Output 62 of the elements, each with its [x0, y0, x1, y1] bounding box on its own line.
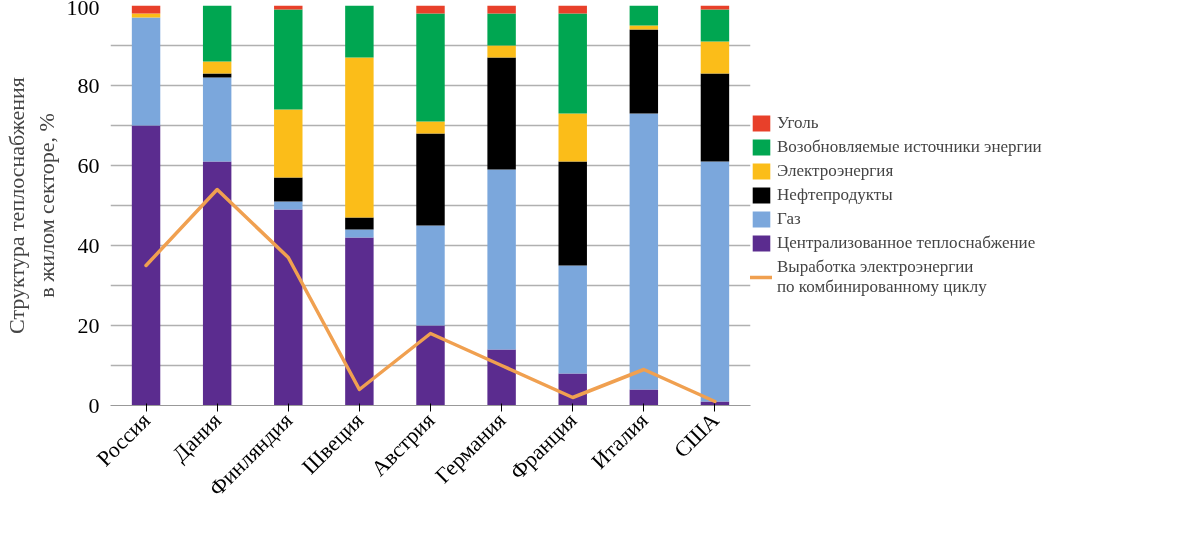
- bar: [700, 41, 730, 74]
- bar: [416, 121, 445, 134]
- bar: [345, 57, 374, 218]
- y-axis-title: Структура теплоснабжения в жилом секторе, %: [3, 77, 59, 334]
- bar: [487, 5, 516, 14]
- bar: [558, 13, 587, 114]
- y-tick-label: 100: [66, 0, 100, 20]
- bar: [629, 113, 659, 390]
- bar: [202, 5, 232, 62]
- legend-label: Уголь: [777, 113, 819, 133]
- bar: [202, 77, 232, 162]
- bar: [345, 229, 374, 238]
- legend-label: Возобновляемые источники энергии: [777, 137, 1042, 157]
- bar: [629, 389, 659, 406]
- y-tick-label: 60: [77, 152, 100, 178]
- bar: [629, 25, 659, 30]
- bar: [700, 161, 730, 402]
- bar: [629, 29, 659, 114]
- bar: [700, 9, 730, 42]
- bar: [558, 113, 587, 162]
- bar: [131, 17, 161, 126]
- y-tick-label: 0: [88, 392, 100, 418]
- bar: [131, 13, 161, 18]
- bar: [416, 133, 445, 226]
- bar: [558, 265, 587, 374]
- bar: [131, 5, 161, 14]
- bar: [700, 73, 730, 162]
- bar: [274, 201, 303, 210]
- bar: [274, 5, 303, 10]
- bar: [202, 73, 232, 78]
- bar: [274, 177, 303, 202]
- bar: [345, 5, 374, 58]
- y-tick-label: 80: [77, 72, 100, 98]
- bar: [487, 13, 516, 46]
- bar: [629, 5, 659, 26]
- y-tick-label: 20: [77, 312, 100, 338]
- bar: [274, 9, 303, 110]
- line-series: [144, 187, 717, 404]
- y-tick-label: 40: [77, 232, 100, 258]
- bar: [487, 349, 516, 406]
- legend-label: Нефтепродукты: [777, 185, 893, 205]
- legend-label: Газ: [777, 209, 801, 229]
- bar: [274, 109, 303, 178]
- bar: [345, 237, 374, 406]
- legend-label: Электроэнергия: [777, 161, 894, 181]
- legend-label: Централизованное теплоснабжение: [777, 233, 1036, 253]
- bar: [416, 5, 445, 14]
- legend-label: Выработка электроэнергии по комбинированному циклу: [777, 257, 987, 297]
- bar: [416, 325, 445, 406]
- bar: [558, 161, 587, 266]
- bar: [558, 5, 587, 14]
- bar: [416, 225, 445, 326]
- bar: [274, 209, 303, 406]
- bar: [131, 125, 161, 406]
- bar: [202, 161, 232, 406]
- bar: [487, 57, 516, 170]
- bar: [487, 169, 516, 350]
- bar: [487, 45, 516, 58]
- bar: [202, 61, 232, 74]
- bar: [345, 217, 374, 230]
- bar: [416, 13, 445, 122]
- bar: [700, 5, 730, 10]
